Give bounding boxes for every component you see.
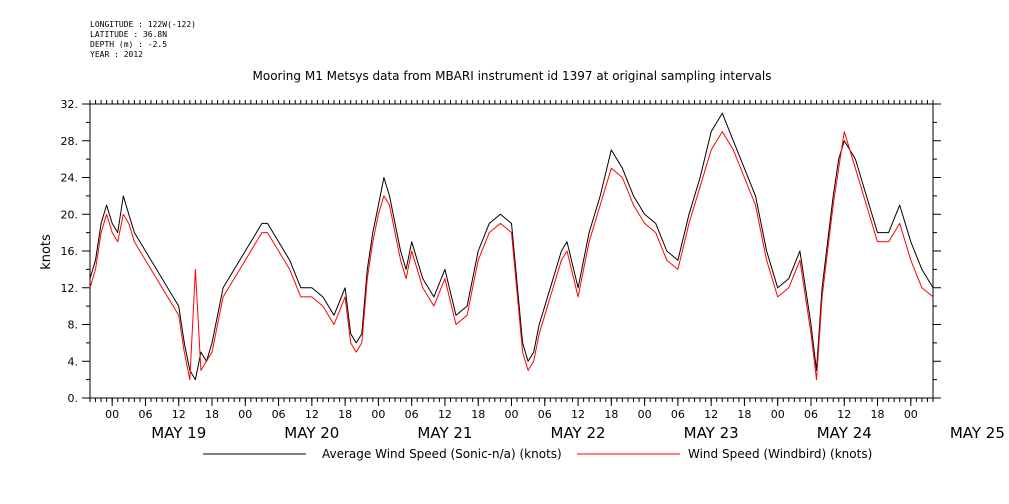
x-tick-label: 18: [471, 408, 485, 421]
x-tick-label: 00: [238, 408, 252, 421]
series-line-sonic: [89, 112, 934, 381]
x-tick-label: 06: [138, 408, 152, 421]
x-tick-label: 06: [405, 408, 419, 421]
y-axis-label: knots: [39, 234, 54, 270]
y-tick-label: 20.: [61, 208, 79, 221]
chart-title: Mooring M1 Metsys data from MBARI instru…: [253, 69, 772, 83]
series-line-windbird: [89, 131, 934, 381]
x-tick-label: 18: [338, 408, 352, 421]
x-tick-label: 12: [571, 408, 585, 421]
x-tick-label: 18: [871, 408, 885, 421]
latitude-text: LATITUDE : 36.8N: [90, 30, 168, 39]
y-tick-label: 28.: [61, 135, 79, 148]
x-tick-label: 06: [804, 408, 818, 421]
x-tick-label: 06: [671, 408, 685, 421]
x-tick-label: 18: [737, 408, 751, 421]
x-day-label: MAY 24: [817, 424, 872, 442]
x-tick-label: 12: [305, 408, 319, 421]
legend: Average Wind Speed (Sonic-n/a) (knots) W…: [203, 447, 872, 461]
x-day-label: MAY 23: [684, 424, 739, 442]
x-day-label: MAY 19: [151, 424, 206, 442]
x-tick-label: 18: [205, 408, 219, 421]
longitude-text: LONGITUDE : 122W(-122): [90, 20, 196, 29]
y-tick-label: 4.: [68, 355, 79, 368]
y-tick-label: 8.: [68, 319, 79, 332]
metadata-block: LONGITUDE : 122W(-122) LATITUDE : 36.8N …: [90, 20, 196, 60]
x-tick-label: 12: [438, 408, 452, 421]
x-tick-label: 00: [771, 408, 785, 421]
legend-label-sonic: Average Wind Speed (Sonic-n/a) (knots): [322, 447, 562, 461]
year-text: YEAR : 2012: [90, 50, 143, 59]
x-tick-label: 06: [538, 408, 552, 421]
x-tick-label: 06: [272, 408, 286, 421]
x-day-label: MAY 21: [417, 424, 472, 442]
y-tick-label: 24.: [61, 172, 79, 185]
depth-text: DEPTH (m) : -2.5: [90, 40, 168, 49]
y-tick-label: 32.: [61, 98, 79, 111]
y-tick-label: 0.: [68, 392, 79, 405]
x-tick-label: 00: [105, 408, 119, 421]
x-day-label: MAY 25: [950, 424, 1005, 442]
x-tick-label: 12: [172, 408, 186, 421]
x-tick-label: 00: [505, 408, 519, 421]
x-tick-label: 12: [704, 408, 718, 421]
x-tick-label: 18: [604, 408, 618, 421]
x-tick-label: 12: [837, 408, 851, 421]
x-tick-label: 00: [371, 408, 385, 421]
x-day-label: MAY 20: [284, 424, 339, 442]
axes: 00 06 12 18 00 06 12 18 00 06 12 18 00 06 12 18 00 06 12 18…: [61, 98, 1005, 442]
y-tick-label: 16.: [61, 245, 79, 258]
y-tick-label: 12.: [61, 282, 79, 295]
plot-frame: [89, 103, 934, 399]
series-layer: [89, 112, 934, 381]
x-tick-label: 00: [638, 408, 652, 421]
legend-label-windbird: Wind Speed (Windbird) (knots): [688, 447, 872, 461]
x-tick-label: 00: [904, 408, 918, 421]
x-day-label: MAY 22: [551, 424, 606, 442]
